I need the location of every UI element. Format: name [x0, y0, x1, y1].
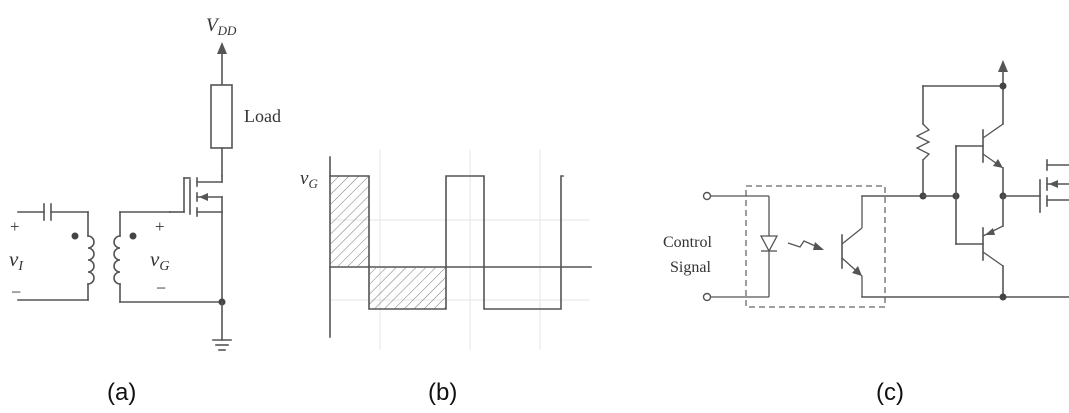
- vi-plus: +: [10, 217, 20, 236]
- vg-plus: +: [155, 217, 165, 236]
- lower-pnp-transistor: [982, 195, 1004, 298]
- phototransistor-symbol: [841, 196, 863, 297]
- input-terminal-top: [702, 191, 712, 201]
- load-resistor: [210, 84, 233, 149]
- caption-c: (c): [876, 379, 904, 406]
- power-mosfet-symbol: [169, 175, 223, 303]
- led-diode-icon: [759, 235, 779, 253]
- panel-b-gate-waveform: vG (b): [300, 150, 592, 406]
- negative-hatched-area: [369, 267, 446, 309]
- vdd-label: VDD: [206, 15, 237, 38]
- secondary-polarity-dot: [129, 232, 137, 240]
- mosfet-arrow-icon: [199, 193, 208, 201]
- positive-hatched-area: [330, 176, 369, 267]
- input-terminal-bottom: [702, 292, 712, 302]
- vg-waveform-label: vG: [300, 168, 318, 191]
- caption-b: (b): [428, 379, 457, 406]
- ground-icon: [212, 339, 232, 351]
- node-supply: [999, 82, 1007, 90]
- control-label-line2: Signal: [670, 259, 711, 276]
- panel-a-gate-drive-circuit: VDD Load: [9, 15, 281, 406]
- secondary-winding: [113, 235, 121, 285]
- pulse-transformer: [17, 203, 223, 303]
- vi-label: vI: [9, 247, 24, 274]
- panel-c-optocoupler-driver: Control Signal: [663, 60, 1069, 406]
- vg-label: vG: [150, 247, 169, 274]
- supply-arrow-icon: [998, 60, 1008, 72]
- pullup-resistor: [915, 123, 931, 161]
- primary-winding: [87, 235, 95, 285]
- vdd-arrow-icon: [217, 42, 227, 54]
- driven-mosfet-partial: [1039, 159, 1069, 213]
- square-waveform: [329, 175, 564, 310]
- upper-npn-transistor: [982, 71, 1004, 197]
- caption-a: (a): [107, 379, 136, 406]
- control-label-line1: Control: [663, 234, 712, 251]
- vi-minus: −: [11, 282, 21, 302]
- load-label: Load: [244, 106, 281, 126]
- light-emission-arrow-icon: [787, 240, 823, 250]
- primary-polarity-dot: [71, 232, 79, 240]
- node-ground: [999, 293, 1007, 301]
- vg-minus: −: [156, 278, 166, 298]
